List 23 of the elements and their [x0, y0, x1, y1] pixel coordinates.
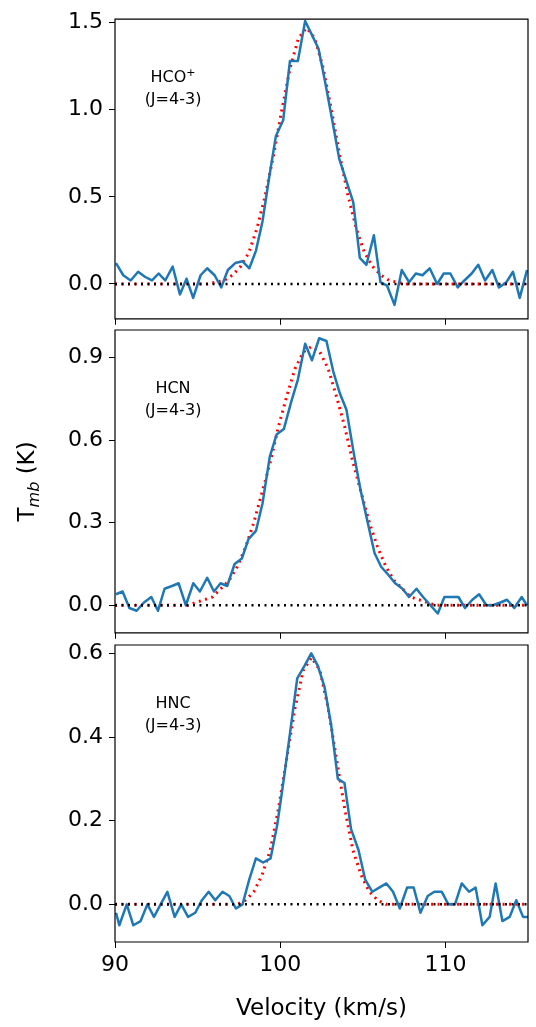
- y-tick-label: 0.5: [68, 182, 103, 208]
- annotation: (J=4-3): [144, 715, 202, 734]
- x-axis-title: Velocity (km/s): [236, 994, 407, 1021]
- y-tick-label: 0.9: [68, 343, 103, 369]
- x-tick-label: 110: [424, 950, 467, 976]
- y-tick-label: 0.0: [68, 890, 103, 916]
- y-tick-label: 0.0: [68, 590, 103, 616]
- y-tick-label: 1.0: [68, 95, 103, 121]
- annotation: (J=4-3): [144, 89, 202, 109]
- annotation: HNC: [155, 693, 191, 712]
- annotation: HCN: [155, 378, 191, 397]
- x-tick-label: 100: [259, 950, 302, 976]
- y-tick-label: 0.4: [68, 722, 103, 748]
- y-tick-label: 1.5: [68, 8, 103, 34]
- y-axis-title: Tmb (K): [13, 441, 43, 523]
- y-tick-label: 0.2: [68, 806, 103, 832]
- y-tick-label: 0.6: [68, 639, 103, 665]
- y-tick-label: 0.0: [68, 269, 103, 295]
- annotation: HCO+: [150, 65, 196, 87]
- x-tick-label: 90: [101, 950, 129, 976]
- annotation: (J=4-3): [144, 400, 202, 419]
- y-tick-label: 0.6: [68, 425, 103, 451]
- y-tick-label: 0.3: [68, 508, 103, 534]
